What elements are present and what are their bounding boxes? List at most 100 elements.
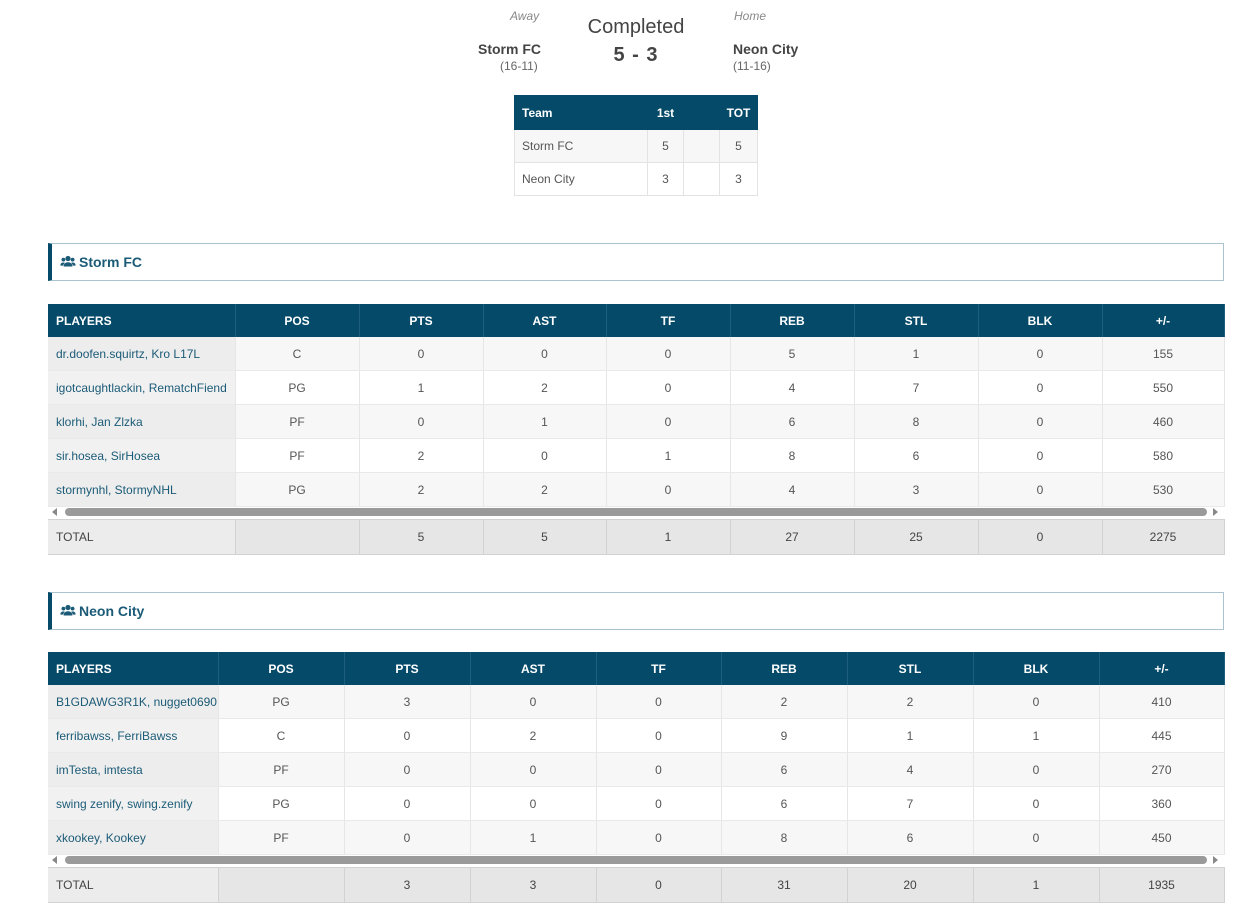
total-pos <box>218 867 345 903</box>
column-header-blk[interactable]: BLK <box>978 304 1103 337</box>
column-header-plus-minus[interactable]: +/- <box>1099 652 1225 685</box>
column-header-stl[interactable]: STL <box>854 304 979 337</box>
stat-plus-minus: 445 <box>1099 718 1225 753</box>
total-tf: 1 <box>606 519 731 555</box>
horizontal-scrollbar[interactable] <box>48 853 1224 867</box>
stat-ast: 0 <box>470 752 597 787</box>
stat-reb: 4 <box>730 370 855 405</box>
scroll-left-arrow-icon[interactable] <box>52 508 57 516</box>
stat-pts: 3 <box>344 685 471 719</box>
column-header-players[interactable]: PLAYERS <box>48 304 236 337</box>
stats-header-row: PLAYERS POS PTS AST TF REB STL BLK +/- <box>48 304 1225 337</box>
column-header-reb[interactable]: REB <box>721 652 848 685</box>
stat-plus-minus: 450 <box>1099 820 1225 855</box>
stat-plus-minus: 580 <box>1102 438 1225 473</box>
stat-pts: 0 <box>344 752 471 787</box>
stat-ast: 1 <box>470 820 597 855</box>
linescore-team: Storm FC <box>514 129 648 163</box>
column-header-ast[interactable]: AST <box>470 652 597 685</box>
linescore-table: Team 1st TOT Storm FC 5 5 Neon City 3 3 <box>514 95 758 196</box>
stat-pos: C <box>218 718 345 753</box>
totals-row: TOTAL 5 5 1 27 25 0 2275 <box>48 519 1225 555</box>
player-stats-table: PLAYERS POS PTS AST TF REB STL BLK +/- B… <box>48 652 1225 855</box>
player-link[interactable]: B1GDAWG3R1K, nugget0690 <box>56 694 217 709</box>
scroll-right-arrow-icon[interactable] <box>1213 856 1218 864</box>
player-link[interactable]: stormynhl, StormyNHL <box>56 482 177 497</box>
column-header-pts[interactable]: PTS <box>344 652 471 685</box>
column-header-tf[interactable]: TF <box>596 652 722 685</box>
stat-plus-minus: 460 <box>1102 404 1225 439</box>
column-header-reb[interactable]: REB <box>730 304 855 337</box>
total-plus-minus: 2275 <box>1102 519 1225 555</box>
stat-tf: 1 <box>606 438 731 473</box>
stat-pos: PF <box>218 820 345 855</box>
player-link[interactable]: xkookey, Kookey <box>56 830 146 845</box>
total-pts: 5 <box>359 519 484 555</box>
linescore-total: 5 <box>719 129 758 163</box>
stat-tf: 0 <box>596 820 722 855</box>
table-row: stormynhl, StormyNHL PG 2 2 0 4 3 0 530 <box>48 472 1225 507</box>
stat-stl: 2 <box>847 685 974 719</box>
final-score: 5 - 3 <box>613 44 659 66</box>
stat-plus-minus: 155 <box>1102 337 1225 371</box>
linescore-total: 3 <box>719 162 758 196</box>
table-row: xkookey, Kookey PF 0 1 0 8 6 0 450 <box>48 820 1225 855</box>
stat-tf: 0 <box>606 337 731 371</box>
table-row: swing zenify, swing.zenify PG 0 0 0 6 7 … <box>48 786 1225 821</box>
scrollbar-thumb[interactable] <box>65 508 1207 516</box>
column-header-blk[interactable]: BLK <box>973 652 1100 685</box>
column-header-tf[interactable]: TF <box>606 304 731 337</box>
stat-pos: PF <box>235 404 360 439</box>
linescore-header-team: Team <box>514 95 648 130</box>
stat-pos: PG <box>218 786 345 821</box>
stat-ast: 2 <box>470 718 597 753</box>
linescore-period-score: 3 <box>647 162 684 196</box>
player-link[interactable]: imTesta, imtesta <box>56 762 143 777</box>
player-link[interactable]: sir.hosea, SirHosea <box>56 448 161 463</box>
totals-table: TOTAL 5 5 1 27 25 0 2275 <box>48 519 1225 555</box>
stat-tf: 0 <box>596 786 722 821</box>
linescore-period-score: 5 <box>647 129 684 163</box>
stat-pts: 0 <box>359 337 484 371</box>
table-row: imTesta, imtesta PF 0 0 0 6 4 0 270 <box>48 752 1225 787</box>
scroll-right-arrow-icon[interactable] <box>1213 508 1218 516</box>
column-header-ast[interactable]: AST <box>483 304 607 337</box>
column-header-pos[interactable]: POS <box>218 652 345 685</box>
horizontal-scrollbar[interactable] <box>48 505 1224 519</box>
linescore-header-row: Team 1st TOT <box>514 95 758 130</box>
table-row: B1GDAWG3R1K, nugget0690 PG 3 0 0 2 2 0 4… <box>48 685 1225 719</box>
stat-stl: 1 <box>854 337 979 371</box>
stat-plus-minus: 270 <box>1099 752 1225 787</box>
away-team-name[interactable]: Storm FC <box>478 41 541 57</box>
stat-pos: PF <box>218 752 345 787</box>
stat-pts: 0 <box>344 786 471 821</box>
team-section-title: Storm FC <box>79 254 142 270</box>
stat-pos: C <box>235 337 360 371</box>
team-section-header: Storm FC <box>48 243 1224 281</box>
linescore-header-period: 1st <box>647 95 684 130</box>
stat-tf: 0 <box>596 752 722 787</box>
player-link[interactable]: ferribawss, FerriBawss <box>56 728 178 743</box>
total-reb: 27 <box>730 519 855 555</box>
stat-pos: PG <box>235 472 360 507</box>
column-header-pos[interactable]: POS <box>235 304 360 337</box>
table-row: dr.doofen.squirtz, Kro L17L C 0 0 0 5 1 … <box>48 337 1225 371</box>
stat-blk: 0 <box>978 337 1103 371</box>
column-header-stl[interactable]: STL <box>847 652 974 685</box>
player-link[interactable]: dr.doofen.squirtz, Kro L17L <box>56 346 201 361</box>
player-link[interactable]: igotcaughtlackin, RematchFiend <box>56 380 227 395</box>
home-team-name[interactable]: Neon City <box>733 41 799 57</box>
player-link[interactable]: klorhi, Jan Zlzka <box>56 414 143 429</box>
scroll-left-arrow-icon[interactable] <box>52 856 57 864</box>
column-header-pts[interactable]: PTS <box>359 304 484 337</box>
column-header-players[interactable]: PLAYERS <box>48 652 219 685</box>
scrollbar-thumb[interactable] <box>65 856 1207 864</box>
column-header-plus-minus[interactable]: +/- <box>1102 304 1225 337</box>
away-label: Away <box>510 9 540 23</box>
stat-ast: 0 <box>470 685 597 719</box>
total-stl: 20 <box>847 867 974 903</box>
stat-reb: 5 <box>730 337 855 371</box>
stat-pts: 2 <box>359 438 484 473</box>
player-link[interactable]: swing zenify, swing.zenify <box>56 796 193 811</box>
stat-stl: 6 <box>854 438 979 473</box>
